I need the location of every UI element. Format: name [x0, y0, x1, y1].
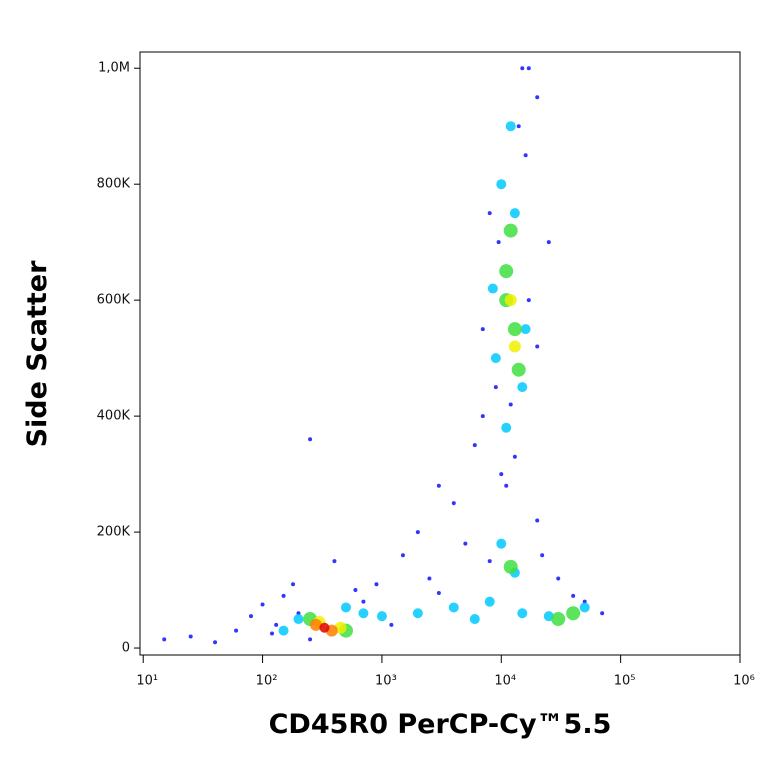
point	[278, 625, 289, 636]
point	[551, 612, 566, 627]
point	[291, 582, 296, 587]
point	[234, 628, 239, 633]
point	[463, 541, 468, 546]
point	[374, 582, 379, 587]
point	[499, 472, 504, 477]
point	[340, 602, 351, 613]
y-tick-label: 600K	[97, 293, 131, 308]
point	[487, 211, 492, 216]
point	[503, 223, 518, 238]
point	[571, 593, 576, 598]
point	[400, 553, 405, 558]
point	[511, 362, 526, 377]
point	[270, 631, 275, 636]
point	[526, 66, 531, 71]
point	[600, 611, 605, 616]
point	[508, 340, 521, 353]
point	[523, 153, 528, 158]
point	[188, 634, 193, 639]
x-tick-label: 10⁴	[494, 674, 516, 689]
point	[508, 402, 513, 407]
point	[309, 618, 322, 631]
point	[504, 294, 517, 307]
point	[493, 385, 498, 390]
point	[556, 576, 561, 581]
x-tick-label: 10²	[256, 674, 278, 689]
point	[490, 353, 501, 364]
point	[332, 559, 337, 564]
point	[480, 414, 485, 419]
point	[509, 208, 520, 219]
point	[516, 124, 521, 129]
x-tick-label: 10¹	[136, 674, 158, 689]
point	[389, 622, 394, 627]
point	[535, 344, 540, 349]
point	[501, 422, 512, 433]
point	[412, 608, 423, 619]
point	[376, 611, 387, 622]
x-tick-label: 10⁵	[614, 674, 636, 689]
point	[517, 608, 528, 619]
point	[507, 322, 522, 337]
y-tick-label: 400K	[97, 409, 131, 424]
point	[436, 590, 441, 595]
point	[484, 596, 495, 607]
point	[512, 454, 517, 459]
y-tick-label: 200K	[97, 525, 131, 540]
point	[499, 264, 514, 279]
point	[487, 283, 498, 294]
point	[546, 240, 551, 245]
point	[162, 637, 167, 642]
point	[451, 501, 456, 506]
y-tick-label: 1,0M	[98, 61, 130, 76]
plot-frame	[139, 51, 741, 656]
point	[448, 602, 459, 613]
point	[281, 593, 286, 598]
point	[566, 606, 581, 621]
point	[505, 121, 516, 132]
point	[274, 622, 279, 627]
point	[415, 530, 420, 535]
point	[480, 327, 485, 332]
y-tick-label: 800K	[97, 177, 131, 192]
point	[427, 576, 432, 581]
point	[535, 95, 540, 100]
point	[469, 614, 480, 625]
point	[472, 443, 477, 448]
y-tick-label: 0	[122, 641, 130, 656]
point	[496, 538, 507, 549]
y-axis-title: Side Scatter	[22, 260, 53, 448]
point	[526, 298, 531, 303]
point	[358, 608, 369, 619]
point	[319, 622, 330, 633]
point	[248, 614, 253, 619]
point	[213, 640, 218, 645]
point	[520, 324, 531, 335]
x-tick-label: 10³	[375, 674, 397, 689]
point	[260, 602, 265, 607]
point	[353, 588, 358, 593]
point	[503, 559, 518, 574]
point	[496, 240, 501, 245]
point	[436, 483, 441, 488]
point	[487, 559, 492, 564]
point	[535, 518, 540, 523]
point	[308, 637, 313, 642]
x-axis-title: CD45R0 PerCP-Cy™5.5	[269, 709, 612, 740]
point	[504, 483, 509, 488]
point	[520, 66, 525, 71]
point	[308, 437, 313, 442]
point	[579, 602, 590, 613]
point	[361, 599, 366, 604]
point	[496, 179, 507, 190]
point	[517, 382, 528, 393]
point	[293, 614, 304, 625]
x-tick-label: 10⁶	[733, 674, 755, 689]
point	[540, 553, 545, 558]
